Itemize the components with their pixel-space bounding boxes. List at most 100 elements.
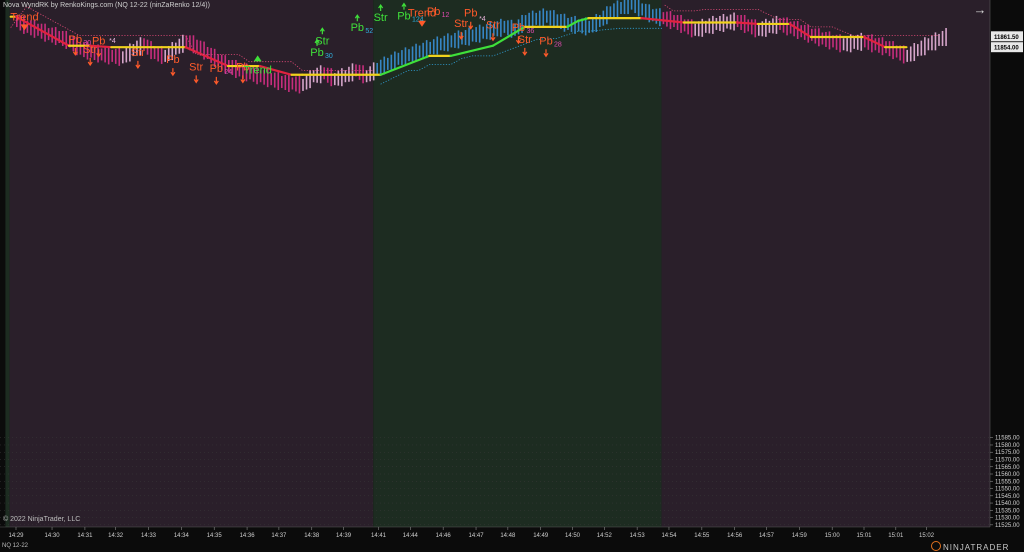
signal-pb-label: Pb 28: [539, 35, 562, 58]
renko-bar: [401, 50, 403, 66]
time-tick-label: 14:46: [436, 533, 452, 539]
price-tick-label: 11560.00: [995, 472, 1020, 478]
signal-count: 30: [83, 40, 91, 47]
renko-bar: [666, 11, 668, 27]
renko-bar: [111, 49, 113, 62]
renko-bar: [309, 70, 311, 89]
renko-bar: [641, 3, 643, 16]
signal-pb-label: Pb 52: [351, 14, 373, 35]
renko-bar: [553, 10, 555, 29]
signal-count: 52: [365, 28, 373, 35]
renko-bar: [450, 35, 453, 48]
renko-bar: [510, 19, 513, 38]
renko-bar: [680, 14, 682, 33]
renko-bar: [302, 78, 304, 91]
renko-bar: [846, 36, 848, 52]
trend-line-segment: [566, 19, 579, 28]
renko-bar: [496, 21, 499, 37]
arrow-right-icon[interactable]: →: [973, 2, 987, 17]
time-tick-label: 15:01: [888, 533, 904, 539]
renko-bar: [447, 33, 449, 52]
arrow-up-icon: [319, 27, 325, 35]
time-tick-label: 14:38: [304, 533, 320, 539]
renko-bar: [415, 43, 417, 62]
renko-bar: [245, 63, 248, 82]
time-axis[interactable]: 14:29 14:30 14:31 14:32 14:33 14:34 14:35 14:36…: [0, 526, 990, 552]
renko-bar: [93, 45, 96, 61]
renko-bar: [577, 19, 580, 32]
region-bear: [9, 0, 374, 527]
signal-pb-label: Pb: [166, 54, 180, 77]
signal-text: Str: [454, 18, 468, 30]
renko-bar: [662, 12, 665, 25]
renko-bar: [644, 3, 647, 19]
time-tick-label: 14:29: [8, 533, 24, 539]
signal-text: Str: [518, 34, 532, 46]
renko-bar: [842, 38, 845, 51]
arrow-down-icon: [543, 49, 549, 58]
renko-bar: [652, 9, 654, 22]
signal-text: Pb: [236, 61, 249, 73]
renko-bar: [199, 40, 202, 56]
renko-bar: [563, 13, 566, 32]
signal-pb-label: Pb 36: [512, 22, 534, 45]
grid: [0, 437, 990, 526]
renko-bar: [217, 54, 219, 67]
triangle-down-icon: [20, 24, 29, 31]
renko-bar: [690, 19, 693, 38]
triangle-down-icon: [417, 20, 426, 27]
renko-bar: [418, 45, 421, 58]
renko-bar: [143, 38, 145, 51]
renko-bar: [83, 42, 85, 58]
current-price-label: 11861.50: [994, 35, 1019, 41]
price-tick-label: 11535.00: [995, 508, 1020, 514]
signal-pb-label: Pb: [236, 61, 250, 84]
triangle-up-icon: [253, 55, 262, 62]
renko-bar: [298, 75, 301, 94]
copyright-notice: © 2022 NinjaTrader, LLC: [3, 516, 81, 523]
renko-bar: [888, 41, 891, 57]
renko-bar: [927, 38, 930, 51]
renko-bar: [26, 20, 29, 33]
renko-bar: [750, 19, 753, 35]
renko-bar: [521, 14, 523, 33]
renko-bar: [189, 35, 191, 51]
renko-bar: [634, 0, 636, 14]
price-tick-label: 11540.00: [995, 501, 1020, 507]
trend-line-segment: [491, 25, 526, 47]
renko-bar: [835, 34, 838, 50]
renko-bar: [821, 32, 824, 45]
renko-bar: [556, 14, 559, 27]
renko-bar: [411, 46, 414, 62]
renko-bar: [683, 19, 686, 32]
renko-bar: [19, 15, 22, 31]
arrow-up-icon: [354, 14, 360, 22]
time-tick-label: 14:30: [45, 533, 61, 539]
signal-text: Str: [486, 19, 500, 31]
renko-bar: [623, 0, 626, 15]
renko-bar: [856, 34, 859, 50]
signal-text: Pb: [397, 11, 410, 23]
region-bear: [661, 0, 990, 527]
renko-bar: [291, 77, 294, 90]
renko-bar: [849, 34, 852, 53]
renko-bar: [86, 41, 89, 60]
signal-count: 36: [526, 28, 534, 35]
signal-pb-label: Pb 24: [210, 63, 232, 85]
renko-bar: [471, 29, 474, 42]
renko-bar: [765, 18, 767, 37]
renko-bar: [440, 38, 442, 51]
signal-text: Pb: [92, 35, 105, 47]
renko-bar: [489, 21, 492, 40]
arrow-down-icon: [490, 33, 496, 42]
time-tick-label: 15:00: [825, 533, 841, 539]
time-tick-label: 14:54: [661, 533, 677, 539]
renko-bar: [213, 48, 216, 67]
renko-bar: [454, 32, 456, 48]
signal-str-label: Str: [518, 34, 532, 56]
renko-bar: [334, 73, 336, 86]
renko-bar: [295, 76, 297, 92]
